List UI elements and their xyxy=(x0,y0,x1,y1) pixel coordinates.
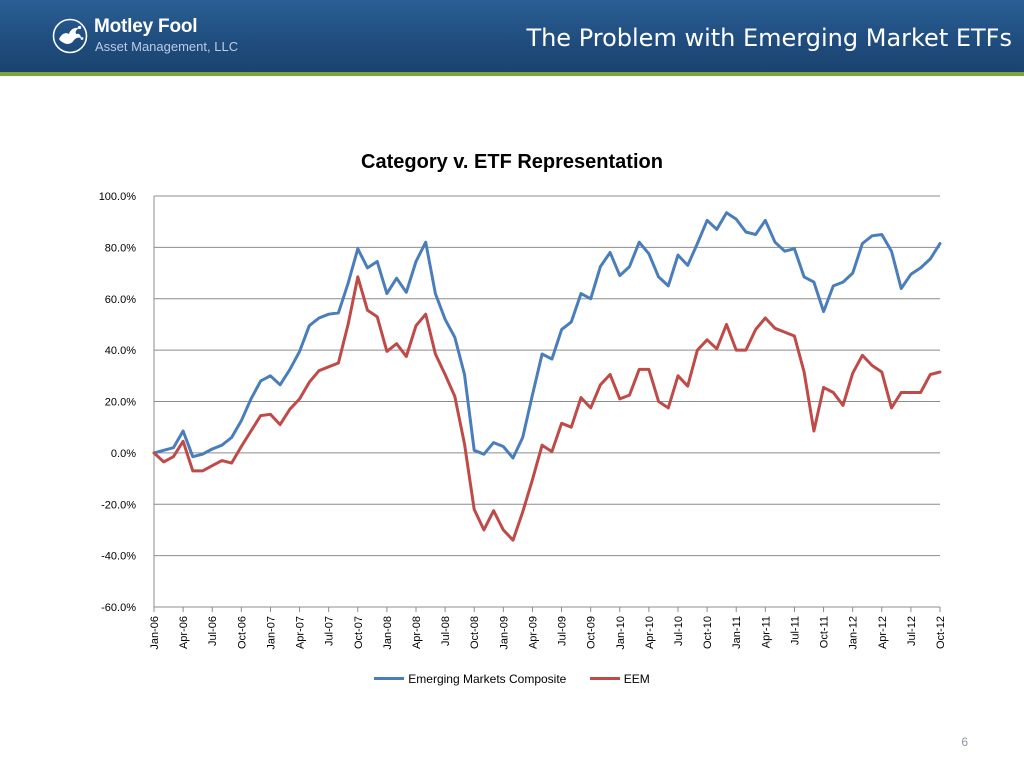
y-tick-label: 60.0% xyxy=(105,294,136,306)
x-tick-label: Apr-06 xyxy=(178,616,190,649)
x-tick-label: Oct-07 xyxy=(353,616,365,649)
composite-series-line xyxy=(152,211,942,460)
y-tick-label: 40.0% xyxy=(105,345,136,357)
y-tick-label: 80.0% xyxy=(105,242,136,254)
legend-item-eem: EEM xyxy=(589,671,650,686)
eem-series-line xyxy=(152,275,942,542)
x-tick-label: Jan-09 xyxy=(498,616,510,650)
y-tick-label: 0.0% xyxy=(111,448,136,460)
logo-name: Motley Fool xyxy=(94,16,198,37)
legend-label-eem: EEM xyxy=(623,671,650,686)
x-tick-label: Apr-11 xyxy=(760,616,772,648)
slide-title: The Problem with Emerging Market ETFs xyxy=(526,24,1012,52)
company-logo: Motley Fool Asset Management, LLC xyxy=(52,16,252,60)
legend-swatch-composite xyxy=(374,677,405,680)
x-tick-label: Oct-06 xyxy=(236,616,248,649)
x-tick-label: Oct-09 xyxy=(586,616,598,649)
x-tick-label: Oct-10 xyxy=(702,616,714,649)
chart-legend: Emerging Markets Composite EEM xyxy=(0,669,1024,686)
x-tick-label: Oct-08 xyxy=(469,616,481,649)
x-tick-label: Apr-07 xyxy=(295,616,307,649)
x-tick-label: Jul-07 xyxy=(324,616,336,646)
jester-logo-icon xyxy=(52,18,88,54)
x-tick-label: Jan-08 xyxy=(382,616,394,650)
x-tick-label: Jan-07 xyxy=(265,616,277,650)
x-tick-label: Jul-09 xyxy=(557,616,569,646)
x-tick-label: Jan-06 xyxy=(149,616,161,650)
legend-label-composite: Emerging Markets Composite xyxy=(408,671,567,686)
x-tick-label: Jan-12 xyxy=(848,616,860,650)
x-tick-label: Oct-12 xyxy=(935,616,947,649)
x-tick-label: Jul-06 xyxy=(207,616,219,646)
x-tick-label: Apr-12 xyxy=(877,616,889,649)
x-tick-label: Apr-08 xyxy=(411,616,423,649)
x-tick-label: Jul-10 xyxy=(673,616,685,646)
x-tick-label: Jul-11 xyxy=(789,616,801,645)
x-tick-label: Apr-10 xyxy=(644,616,656,649)
page-number: 6 xyxy=(961,735,968,749)
x-tick-label: Jan-10 xyxy=(615,616,627,650)
header-accent-rule xyxy=(0,72,1024,76)
chart-title: Category v. ETF Representation xyxy=(361,151,663,173)
x-tick-label: Jan-11 xyxy=(731,616,743,649)
y-tick-label: 100.0% xyxy=(99,191,137,203)
y-tick-label: -60.0% xyxy=(101,602,136,614)
y-tick-label: -40.0% xyxy=(101,551,136,563)
x-tick-label: Jul-08 xyxy=(440,616,452,646)
x-tick-label: Jul-12 xyxy=(906,616,918,646)
logo-subtitle: Asset Management, LLC xyxy=(95,39,239,54)
x-tick-label: Oct-11 xyxy=(819,616,831,648)
header-bar xyxy=(0,0,1024,72)
y-tick-label: -20.0% xyxy=(101,499,136,511)
legend-item-composite: Emerging Markets Composite xyxy=(374,672,566,686)
x-tick-label: Apr-09 xyxy=(527,616,539,649)
y-tick-label: 20.0% xyxy=(105,397,136,409)
legend-swatch-eem xyxy=(589,677,620,680)
